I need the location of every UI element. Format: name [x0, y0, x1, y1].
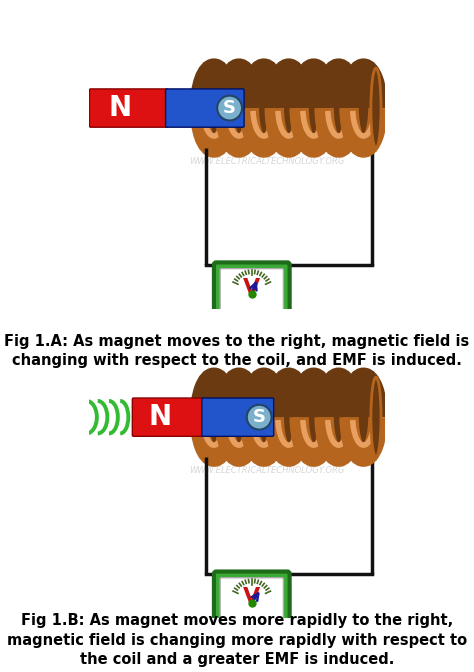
FancyBboxPatch shape: [90, 89, 168, 127]
Ellipse shape: [274, 377, 303, 457]
Ellipse shape: [249, 377, 278, 457]
Text: Fig 1.A: As magnet moves to the right, magnetic field is
changing with respect t: Fig 1.A: As magnet moves to the right, m…: [4, 333, 470, 368]
Ellipse shape: [274, 68, 303, 148]
Circle shape: [247, 405, 272, 429]
Ellipse shape: [324, 377, 353, 457]
Ellipse shape: [200, 377, 228, 457]
Text: WWW.ELECTRICALTECHNOLOGY.ORG: WWW.ELECTRICALTECHNOLOGY.ORG: [189, 157, 344, 166]
Ellipse shape: [225, 377, 254, 457]
Text: S: S: [223, 99, 236, 117]
FancyBboxPatch shape: [220, 578, 283, 620]
FancyBboxPatch shape: [132, 398, 204, 436]
FancyBboxPatch shape: [214, 571, 290, 636]
FancyBboxPatch shape: [220, 269, 283, 311]
Ellipse shape: [371, 377, 381, 457]
Ellipse shape: [249, 68, 278, 148]
Text: N: N: [108, 94, 131, 122]
Circle shape: [217, 95, 242, 120]
Ellipse shape: [299, 68, 328, 148]
FancyBboxPatch shape: [165, 89, 244, 127]
Text: WWW.ELECTRICALTECHNOLOGY.ORG: WWW.ELECTRICALTECHNOLOGY.ORG: [189, 466, 344, 475]
FancyBboxPatch shape: [214, 262, 290, 327]
FancyBboxPatch shape: [202, 398, 273, 436]
Text: N: N: [148, 403, 172, 431]
Ellipse shape: [324, 68, 353, 148]
Text: S: S: [253, 408, 265, 426]
Text: V: V: [243, 278, 260, 298]
Ellipse shape: [349, 68, 378, 148]
Ellipse shape: [371, 68, 381, 148]
Ellipse shape: [225, 68, 254, 148]
Ellipse shape: [200, 68, 228, 148]
Ellipse shape: [299, 377, 328, 457]
Text: Fig 1.B: As magnet moves more rapidly to the right,
magnetic field is changing m: Fig 1.B: As magnet moves more rapidly to…: [7, 613, 467, 667]
Ellipse shape: [349, 377, 378, 457]
Text: V: V: [243, 587, 260, 607]
